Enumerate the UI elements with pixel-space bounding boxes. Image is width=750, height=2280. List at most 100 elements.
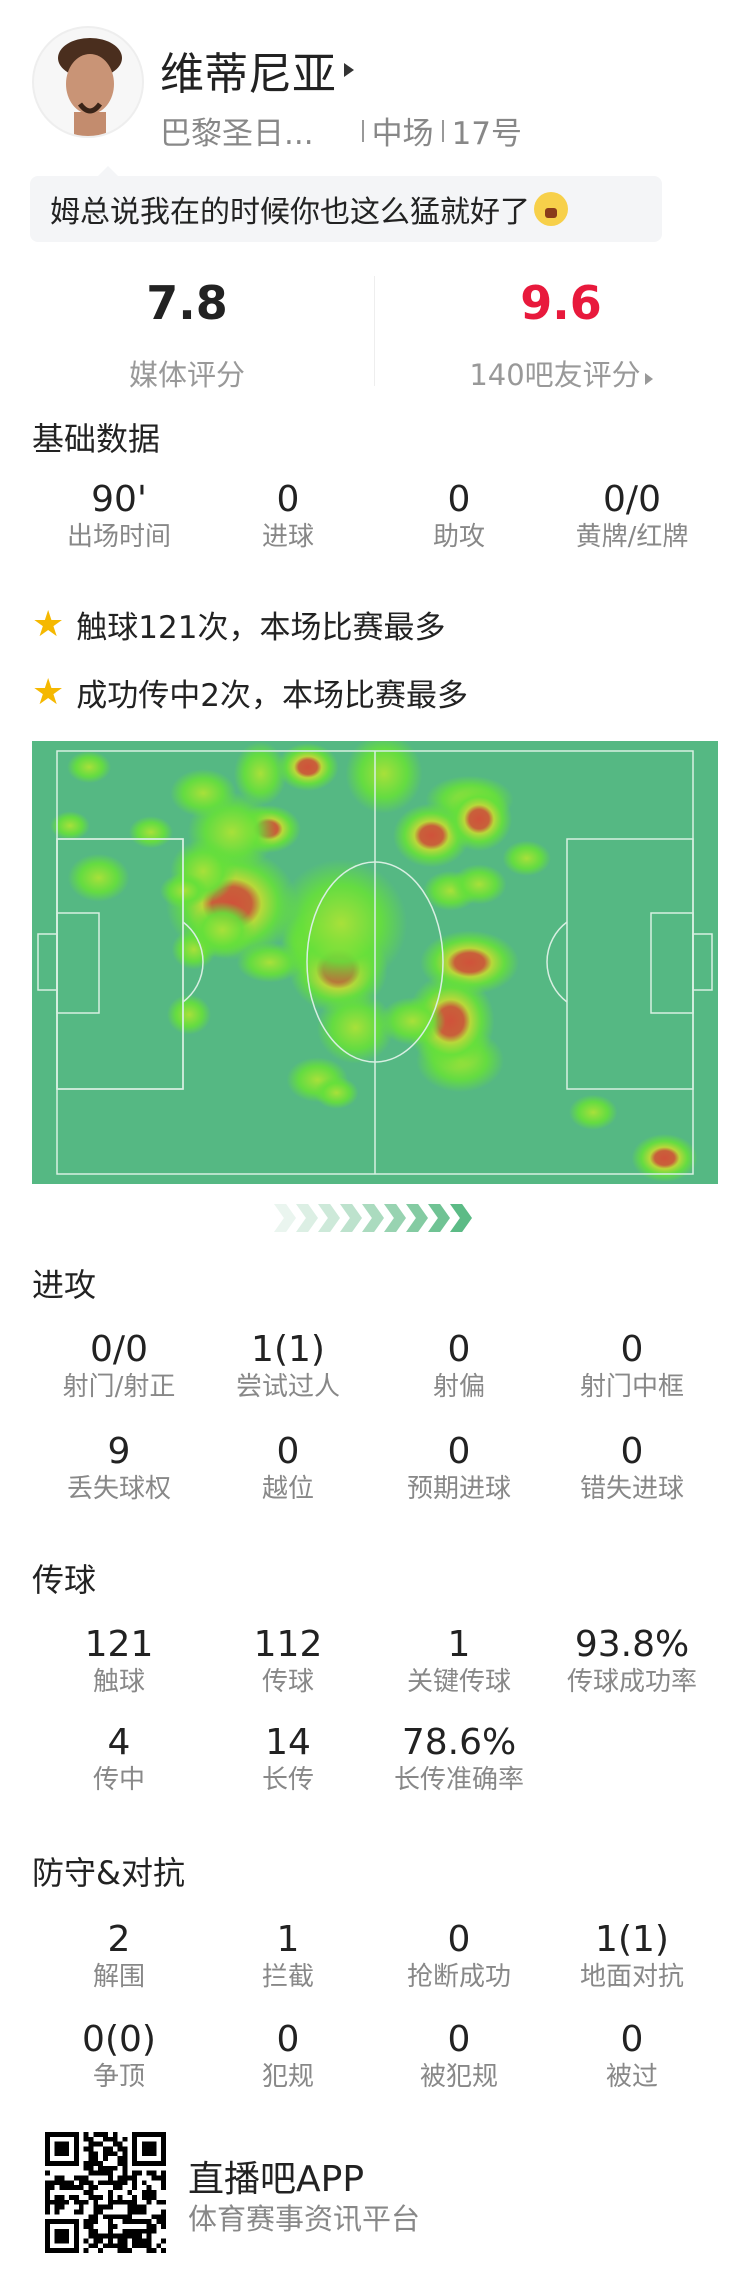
highlight-item: ★ 成功传中2次，本场比赛最多: [32, 670, 468, 715]
stat-label: 出场时间: [66, 522, 171, 552]
stat-value: 121: [84, 1624, 154, 1665]
heatmap-pitch: [32, 741, 718, 1184]
stat-value: 2: [107, 1919, 131, 1960]
heat-blobs: [50, 741, 698, 1182]
rating-divider: [374, 276, 375, 386]
stat-value: 14: [265, 1722, 311, 1763]
stat-label: 被犯规: [419, 2062, 498, 2092]
app-name: 直播吧APP: [188, 2159, 365, 2200]
section-title-basic: 基础数据: [32, 420, 161, 458]
crying-emoji-icon: [534, 192, 568, 226]
basic-stats-row: 90' 出场时间 0 进球 0 助攻 0/0 黄牌/红牌: [0, 480, 750, 560]
chevron-right-icon: [340, 1204, 362, 1232]
media-rating-label: 媒体评分: [128, 358, 245, 392]
position: 中场: [371, 116, 434, 152]
team-name: 巴黎圣日...: [160, 116, 314, 152]
heat-blob: [170, 769, 237, 818]
pitch-lines: [37, 750, 713, 1175]
chevron-right-icon: [362, 1204, 384, 1232]
attack-stats-row: 9 丢失球权 0 越位 0 预期进球 0 错失进球: [0, 1432, 750, 1512]
highlight-item: ★ 触球121次，本场比赛最多: [32, 602, 445, 647]
stat-value: 4: [107, 1722, 131, 1763]
stat-value: 0: [276, 2019, 300, 2060]
fan-rating-value: 9.6: [520, 276, 602, 330]
stat-label: 解围: [92, 1962, 145, 1992]
heat-blob: [128, 816, 173, 849]
chevron-right-icon: [296, 1204, 318, 1232]
stat-cell: 1 拦截: [203, 1920, 373, 1994]
stat-cell: 0 射偏: [374, 1330, 544, 1404]
heat-blob: [631, 1133, 698, 1182]
stat-cell: 112 传球: [203, 1625, 373, 1699]
stat-value: 0: [276, 479, 300, 520]
stat-label: 触球: [92, 1667, 145, 1697]
stat-cell: 0 抢断成功: [374, 1920, 544, 1994]
fan-rating[interactable]: 9.6 140吧友评分: [374, 276, 748, 394]
stat-label: 抢断成功: [406, 1962, 511, 1992]
stat-value: 0/0: [90, 1329, 148, 1370]
stat-cell: 0(0) 争顶: [34, 2020, 204, 2094]
caret-right-icon: [644, 373, 653, 385]
heat-blob: [569, 1094, 618, 1130]
stat-value: 0: [447, 1329, 471, 1370]
qr-code: [45, 2132, 166, 2253]
stat-value: 0: [447, 2019, 471, 2060]
highlight-text: 触球121次，本场比赛最多: [76, 610, 446, 646]
stat-value: 0: [620, 1431, 644, 1472]
caret-right-icon: [344, 63, 354, 77]
stat-label: 射偏: [432, 1372, 485, 1402]
stat-label: 丢失球权: [66, 1474, 171, 1504]
heat-blob: [189, 901, 256, 958]
stat-cell: 0 预期进球: [374, 1432, 544, 1506]
stat-label: 射门中框: [579, 1372, 684, 1402]
attack-direction-arrows: [274, 1204, 472, 1232]
stat-value: 0: [620, 1329, 644, 1370]
player-avatar[interactable]: [32, 26, 144, 138]
stat-cell: 78.6% 长传准确率: [374, 1723, 544, 1797]
stat-cards: 0/0 黄牌/红牌: [547, 480, 717, 554]
stat-cell: 4 传中: [34, 1723, 204, 1797]
stat-label: 传中: [92, 1765, 145, 1795]
heat-blob: [233, 741, 287, 806]
stat-cell: 121 触球: [34, 1625, 204, 1699]
section-title-attack: 进攻: [32, 1266, 97, 1304]
player-name: 维蒂尼亚: [160, 49, 336, 100]
stat-cell: 93.8% 传球成功率: [547, 1625, 717, 1699]
heat-blob: [275, 859, 408, 988]
stat-value: 1: [276, 1919, 300, 1960]
stat-value: 90': [91, 479, 147, 520]
stat-value: 78.6%: [401, 1722, 517, 1763]
section-title-defense: 防守&对抗: [32, 1854, 185, 1892]
star-icon: ★: [32, 672, 65, 713]
highlight-text: 成功传中2次，本场比赛最多: [76, 678, 469, 714]
stat-label: 越位: [261, 1474, 314, 1504]
stat-cell: 1(1) 地面对抗: [547, 1920, 717, 1994]
chevron-right-icon: [318, 1204, 340, 1232]
player-name-link[interactable]: 维蒂尼亚: [160, 38, 354, 102]
heat-blob: [314, 1076, 359, 1109]
heat-blob: [502, 840, 551, 876]
player-meta: 巴黎圣日... 中场 17号: [160, 108, 522, 153]
qr-code-icon: [45, 2132, 166, 2253]
stat-label: 射门/射正: [62, 1372, 176, 1402]
stat-label: 长传: [261, 1765, 314, 1795]
stat-assists: 0 助攻: [374, 480, 544, 554]
stat-label: 犯规: [261, 2062, 314, 2092]
comment-bubble: 姆总说我在的时候你也这么猛就好了: [30, 166, 662, 242]
stat-label: 传球: [261, 1667, 314, 1697]
stat-label: 错失进球: [579, 1474, 684, 1504]
attack-stats-row: 0/0 射门/射正 1(1) 尝试过人 0 射偏 0 射门中框: [0, 1330, 750, 1410]
stat-label: 尝试过人: [235, 1372, 340, 1402]
heat-blob: [67, 853, 130, 902]
comment-text: 姆总说我在的时候你也这么猛就好了: [50, 195, 530, 230]
stat-cell: 9 丢失球权: [34, 1432, 204, 1506]
stat-value: 0: [447, 479, 471, 520]
stat-value: 0: [447, 1919, 471, 1960]
stat-label: 被过: [605, 2062, 658, 2092]
stat-goals: 0 进球: [203, 480, 373, 554]
stat-label: 地面对抗: [579, 1962, 684, 1992]
stat-label: 黄牌/红牌: [575, 522, 689, 552]
defense-stats-row: 2 解围 1 拦截 0 抢断成功 1(1) 地面对抗: [0, 1920, 750, 2000]
heat-blob: [277, 743, 339, 792]
passing-stats-row: 4 传中 14 长传 78.6% 长传准确率: [0, 1723, 750, 1803]
